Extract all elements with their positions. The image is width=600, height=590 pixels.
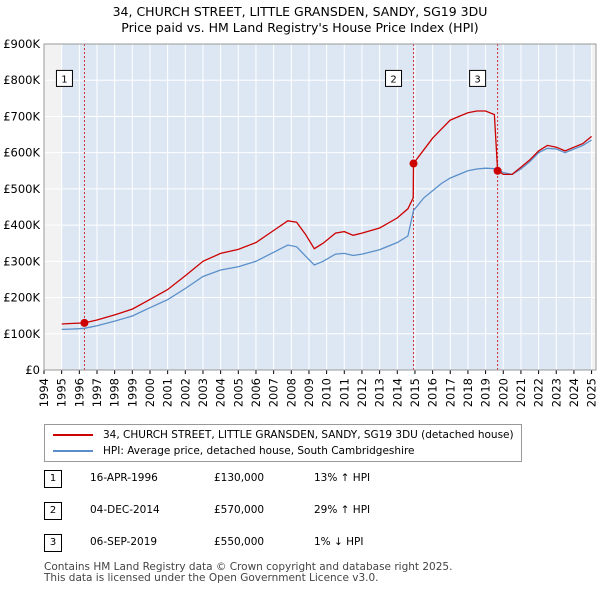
x-tick-label: 2004 bbox=[214, 378, 228, 407]
sale-point bbox=[493, 166, 502, 175]
sale-number: 2 bbox=[44, 502, 62, 520]
sale-hpi-diff: 29% ↑ HPI bbox=[314, 504, 371, 516]
legend-label-property: 34, CHURCH STREET, LITTLE GRANSDEN, SAND… bbox=[103, 429, 514, 441]
x-tick-label: 2016 bbox=[426, 378, 440, 407]
y-tick-label: £300K bbox=[3, 254, 40, 268]
x-tick-label: 2011 bbox=[337, 378, 351, 407]
x-tick-label: 2019 bbox=[479, 378, 493, 407]
y-tick-label: £400K bbox=[3, 218, 40, 232]
x-tick-label: 2008 bbox=[284, 378, 298, 407]
legend-label-hpi: HPI: Average price, detached house, Sout… bbox=[103, 445, 415, 457]
post-data-hatch bbox=[591, 44, 596, 370]
x-tick-label: 2013 bbox=[373, 378, 387, 407]
y-tick-label: £500K bbox=[3, 182, 40, 196]
footer-copyright: Contains HM Land Registry data © Crown c… bbox=[44, 561, 453, 573]
sale-number-label: 3 bbox=[474, 74, 480, 85]
sale-number: 1 bbox=[44, 470, 62, 488]
x-tick-label: 1999 bbox=[125, 378, 139, 407]
x-tick-label: 1996 bbox=[72, 378, 86, 407]
y-tick-label: £800K bbox=[3, 73, 40, 87]
x-tick-label: 2015 bbox=[408, 378, 422, 407]
property-price-line bbox=[61, 110, 593, 325]
sale-number-label: 2 bbox=[390, 74, 396, 85]
y-tick-label: £200K bbox=[3, 291, 40, 305]
sale-price: £550,000 bbox=[214, 536, 265, 548]
sale-number: 3 bbox=[44, 534, 62, 552]
sale-number-box bbox=[385, 69, 403, 87]
y-tick-label: £600K bbox=[3, 146, 40, 160]
sale-point bbox=[409, 159, 418, 168]
x-tick-label: 2018 bbox=[461, 378, 475, 407]
x-tick-label: 2023 bbox=[549, 378, 563, 407]
x-tick-label: 2021 bbox=[514, 378, 528, 407]
x-tick-label: 2000 bbox=[143, 378, 157, 407]
x-tick-label: 2007 bbox=[267, 378, 281, 407]
x-tick-label: 2024 bbox=[567, 378, 581, 407]
hpi-line bbox=[61, 139, 592, 331]
sale-price: £570,000 bbox=[214, 504, 265, 516]
x-tick-label: 2005 bbox=[231, 378, 245, 407]
table-row: 2 04-DEC-2014 £570,000 29% ↑ HPI bbox=[44, 502, 464, 522]
sale-hpi-diff: 1% ↓ HPI bbox=[314, 536, 364, 548]
x-tick-label: 2010 bbox=[320, 378, 334, 407]
x-tick-label: 1998 bbox=[108, 378, 122, 407]
chart-subtitle: Price paid vs. HM Land Registry's House … bbox=[121, 20, 479, 35]
x-tick-label: 2006 bbox=[249, 378, 263, 407]
x-tick-label: 2017 bbox=[443, 378, 457, 407]
x-tick-label: 2009 bbox=[302, 378, 316, 407]
x-tick-label: 1995 bbox=[55, 378, 69, 407]
x-tick-label: 2022 bbox=[532, 378, 546, 407]
table-row: 1 16-APR-1996 £130,000 13% ↑ HPI bbox=[44, 470, 464, 490]
sale-date: 04-DEC-2014 bbox=[90, 504, 160, 516]
sale-number-box bbox=[55, 69, 73, 87]
sale-number-label: 1 bbox=[61, 74, 67, 85]
price-chart: £0 £100K £200K £300K £400K £500K £600K £700K £80… bbox=[3, 37, 599, 407]
legend: 34, CHURCH STREET, LITTLE GRANSDEN, SAND… bbox=[44, 424, 522, 462]
table-row: 3 06-SEP-2019 £550,000 1% ↓ HPI bbox=[44, 534, 464, 554]
legend-swatch-property bbox=[53, 434, 93, 436]
sale-hpi-diff: 13% ↑ HPI bbox=[314, 472, 371, 484]
x-tick-label: 2012 bbox=[355, 378, 369, 407]
plot-frame bbox=[43, 43, 597, 371]
sale-number-box bbox=[469, 69, 487, 87]
y-tick-label: £100K bbox=[3, 327, 40, 341]
y-tick-label: £0 bbox=[25, 363, 40, 377]
y-tick-label: £900K bbox=[3, 37, 40, 51]
x-tick-label: 2014 bbox=[390, 378, 404, 407]
pre-data-hatch bbox=[44, 44, 62, 370]
x-tick-label: 2003 bbox=[196, 378, 210, 407]
x-tick-label: 2025 bbox=[585, 378, 599, 407]
legend-swatch-hpi bbox=[53, 450, 93, 452]
x-tick-label: 2001 bbox=[161, 378, 175, 407]
footer-licence: This data is licensed under the Open Gov… bbox=[44, 572, 379, 584]
x-tick-label: 2020 bbox=[496, 378, 510, 407]
sale-point bbox=[80, 318, 89, 327]
x-tick-label: 1997 bbox=[90, 378, 104, 407]
y-tick-label: £700K bbox=[3, 109, 40, 123]
x-tick-label: 1994 bbox=[37, 378, 51, 407]
sale-date: 16-APR-1996 bbox=[90, 472, 158, 484]
sale-price: £130,000 bbox=[214, 472, 265, 484]
chart-title: 34, CHURCH STREET, LITTLE GRANSDEN, SAND… bbox=[112, 4, 488, 19]
x-tick-label: 2002 bbox=[178, 378, 192, 407]
sale-date: 06-SEP-2019 bbox=[90, 536, 158, 548]
